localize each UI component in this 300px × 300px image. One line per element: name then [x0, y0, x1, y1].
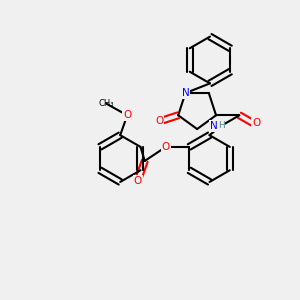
Text: H: H [218, 121, 224, 130]
Text: CH₃: CH₃ [98, 99, 114, 108]
Text: O: O [134, 176, 142, 186]
Text: N: N [210, 121, 218, 131]
Text: O: O [123, 110, 131, 120]
Text: O: O [155, 116, 164, 126]
Text: O: O [162, 142, 170, 152]
Text: O: O [253, 118, 261, 128]
Text: N: N [182, 88, 189, 98]
